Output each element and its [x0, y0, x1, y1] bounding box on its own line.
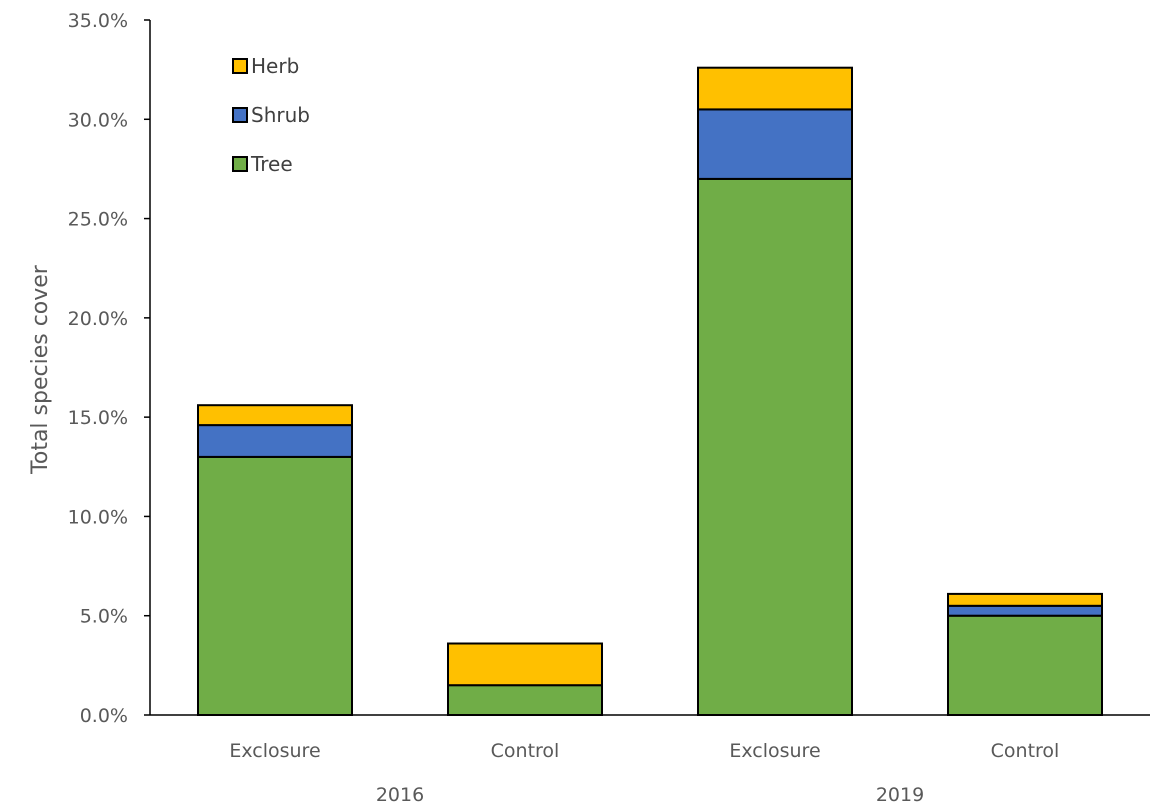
bar-segment-shrub-2 [697, 108, 853, 180]
x-category-label: Exclosure [729, 740, 820, 762]
legend-swatch-herb [232, 58, 248, 74]
legend-label-shrub: Shrub [251, 103, 310, 127]
bar-segment-tree-2 [697, 177, 853, 716]
y-axis-title: Total species cover [28, 264, 53, 475]
y-tick-label: 30.0% [68, 109, 128, 131]
bar-segment-shrub-0 [197, 424, 353, 458]
bar-segment-herb-3 [947, 592, 1103, 607]
y-tick-label: 15.0% [68, 407, 128, 429]
axes-layer [144, 19, 1150, 716]
x-category-label: Control [491, 740, 560, 762]
legend: Herb Shrub Tree [232, 54, 310, 176]
y-tick-label: 20.0% [68, 308, 128, 330]
bars-layer [197, 66, 1103, 717]
bar-segment-tree-1 [447, 684, 603, 717]
legend-swatch-tree [232, 156, 248, 172]
x-category-label: Control [991, 740, 1060, 762]
legend-label-herb: Herb [251, 54, 299, 78]
y-tick-label: 0.0% [80, 705, 128, 727]
bar-segment-herb-1 [447, 642, 603, 687]
bar-segment-tree-3 [947, 614, 1103, 717]
x-group-label: 2016 [376, 784, 424, 806]
x-category-label: Exclosure [229, 740, 320, 762]
legend-swatch-shrub [232, 107, 248, 123]
y-tick-label: 10.0% [68, 506, 128, 528]
bar-segment-herb-0 [197, 404, 353, 427]
x-group-label: 2019 [876, 784, 924, 806]
bar-segment-shrub-3 [947, 604, 1103, 617]
labels-layer: 0.0% 5.0% 10.0% 15.0% 20.0% 25.0% 30.0% 35.0% Ex… [28, 10, 1059, 806]
y-tick-label: 5.0% [80, 606, 128, 628]
legend-label-tree: Tree [250, 152, 293, 176]
bar-segment-herb-2 [697, 66, 853, 111]
y-tick-label: 25.0% [68, 209, 128, 231]
y-tick-label: 35.0% [68, 10, 128, 32]
bar-segment-tree-0 [197, 455, 353, 716]
